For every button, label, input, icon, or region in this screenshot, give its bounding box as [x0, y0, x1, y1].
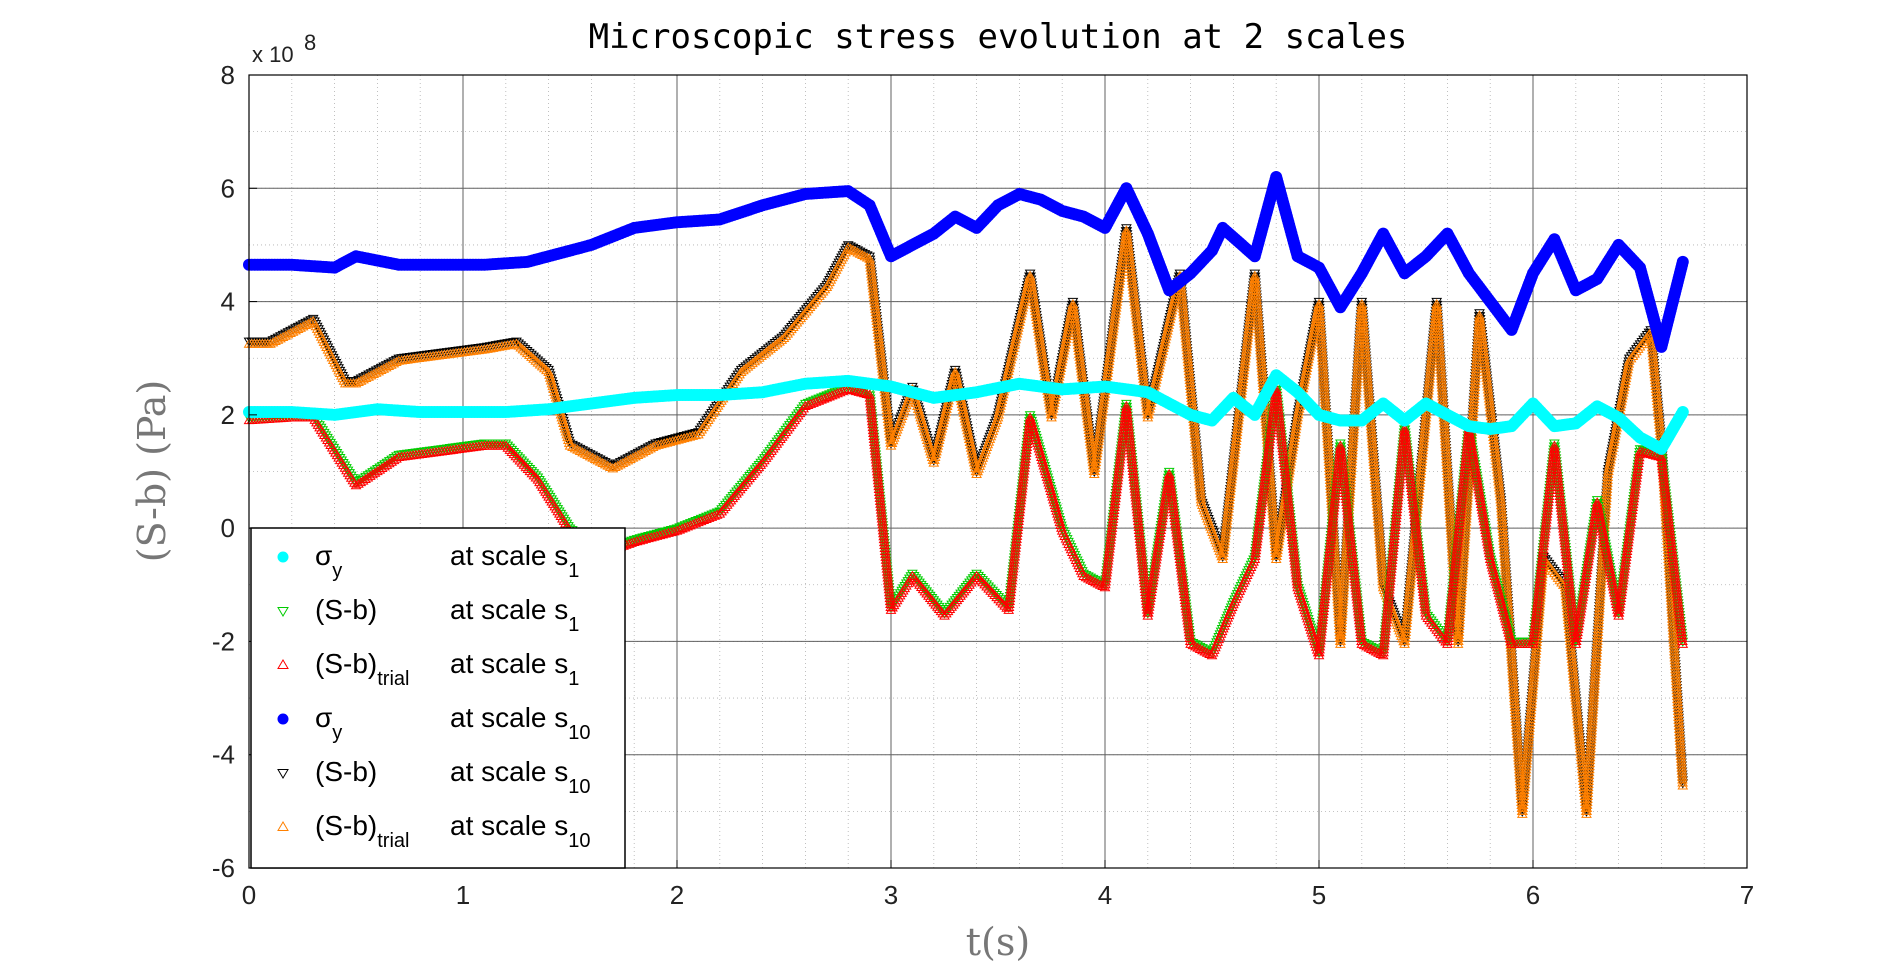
data-point: [1313, 297, 1325, 308]
data-point: [1121, 224, 1132, 234]
data-point: [1356, 297, 1368, 308]
series-layer: [243, 170, 1689, 818]
data-point: [1474, 309, 1485, 319]
data-point: [1067, 297, 1079, 308]
data-point: [1024, 269, 1036, 279]
data-point: [1431, 297, 1443, 308]
data-point: [949, 365, 961, 376]
data-point: [1249, 269, 1261, 279]
